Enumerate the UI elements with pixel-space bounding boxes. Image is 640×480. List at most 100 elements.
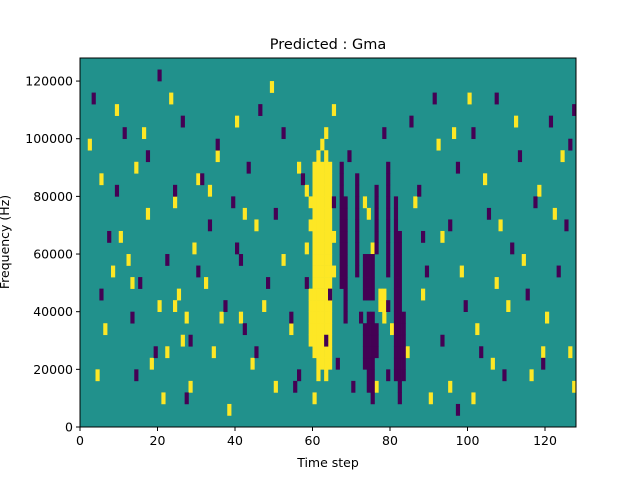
heatmap-cell-low — [362, 265, 368, 278]
heatmap-cell-low — [339, 184, 344, 197]
heatmap-cell-low — [374, 196, 379, 209]
heatmap-cell-high — [297, 161, 302, 174]
heatmap-cell-low — [138, 277, 143, 289]
heatmap-cell-low — [343, 207, 348, 220]
heatmap-cell-low — [393, 323, 399, 336]
heatmap-cell-low — [366, 357, 371, 370]
heatmap-cell-high — [320, 173, 325, 186]
heatmap-cell-high — [382, 288, 387, 301]
heatmap-cell-high — [428, 392, 433, 405]
heatmap-cell-low — [362, 346, 368, 359]
heatmap-cell-low — [343, 196, 348, 209]
heatmap-cell-low — [355, 173, 360, 186]
y-tick-label: 120000 — [25, 74, 73, 89]
heatmap-cell-low — [397, 346, 402, 359]
heatmap-cell-high — [99, 173, 104, 186]
heatmap-cell-high — [370, 242, 375, 255]
heatmap-cell-high — [328, 323, 333, 336]
heatmap-cell-low — [366, 346, 371, 359]
heatmap-cell-high — [126, 254, 131, 266]
heatmap-cell-low — [339, 207, 344, 220]
heatmap-cell-low — [343, 242, 348, 255]
heatmap-cell-high — [529, 369, 534, 382]
heatmap-cell-low — [145, 150, 151, 163]
heatmap-cell-low — [362, 254, 368, 266]
heatmap-cell-high — [490, 357, 495, 370]
heatmap-cell-high — [413, 196, 418, 209]
heatmap-cell-high — [316, 254, 321, 266]
plot-frame — [79, 57, 577, 428]
heatmap-cell-low — [188, 334, 193, 347]
heatmap-cell-high — [537, 184, 542, 197]
heatmap-cell-low — [393, 265, 399, 278]
heatmap-cell-high — [316, 357, 321, 370]
heatmap-cell-high — [173, 196, 178, 209]
heatmap-cell-low — [343, 311, 348, 324]
heatmap-cell-high — [324, 323, 329, 336]
heatmap-cell-high — [254, 219, 259, 232]
heatmap-cell-high — [320, 300, 325, 312]
heatmap-cell-low — [374, 219, 379, 232]
heatmap-cell-high — [382, 311, 387, 324]
heatmap-cell-high — [250, 357, 255, 370]
heatmap-cell-low — [366, 265, 371, 278]
heatmap-cell-low — [393, 207, 399, 220]
heatmap-cell-high — [320, 230, 325, 243]
heatmap-cell-low — [397, 334, 402, 347]
heatmap-cell-low — [362, 288, 368, 301]
heatmap-cell-low — [548, 115, 554, 128]
heatmap-cell-high — [324, 150, 329, 163]
heatmap-cell-low — [397, 357, 402, 370]
heatmap-cell-high — [196, 173, 201, 186]
heatmap-cell-low — [382, 127, 387, 140]
heatmap-cell-low — [362, 277, 368, 289]
heatmap-cell-high — [374, 380, 379, 393]
heatmap-cell-low — [568, 138, 573, 151]
heatmap-cell-high — [560, 150, 565, 163]
heatmap-cell-high — [475, 323, 480, 336]
heatmap-cell-low — [370, 346, 375, 359]
heatmap-cell-low — [386, 184, 391, 197]
heatmap-cell-high — [316, 311, 321, 324]
heatmap-cell-high — [320, 311, 325, 324]
heatmap-cell-low — [374, 207, 379, 220]
heatmap-cell-low — [370, 357, 375, 370]
heatmap-cell-low — [397, 311, 402, 324]
heatmap-cell-high — [316, 173, 321, 186]
heatmap-cell-low — [362, 357, 368, 370]
heatmap-cell-low — [355, 184, 360, 197]
heatmap-cell-low — [564, 219, 569, 232]
heatmap-cell-high — [308, 219, 313, 232]
y-tick-label: 40000 — [33, 304, 73, 319]
heatmap-cell-high — [572, 380, 577, 393]
heatmap-cell-low — [386, 173, 391, 186]
heatmap-cell-low — [347, 150, 352, 163]
y-tick-label: 100000 — [25, 131, 73, 146]
heatmap-cell-low — [397, 369, 402, 382]
heatmap-cell-low — [343, 230, 348, 243]
y-tick-label: 0 — [65, 420, 73, 435]
heatmap-cell-low — [393, 230, 399, 243]
heatmap-cell-high — [471, 392, 476, 405]
heatmap-cell-low — [494, 92, 499, 105]
heatmap-cell-low — [370, 369, 375, 382]
heatmap-cell-high — [312, 184, 317, 197]
heatmap-cell-low — [343, 277, 348, 289]
heatmap-cell-high — [320, 242, 325, 255]
heatmap-cell-high — [308, 288, 313, 301]
heatmap-cell-low — [386, 230, 391, 243]
heatmap-cell-high — [320, 138, 325, 151]
heatmap-cell-low — [165, 254, 170, 266]
heatmap-cell-high — [211, 346, 216, 359]
heatmap-cell-high — [312, 254, 317, 266]
heatmap-cell-high — [328, 254, 333, 266]
heatmap-cell-high — [382, 300, 387, 312]
heatmap-cell-high — [176, 288, 182, 301]
heatmap-cell-high — [320, 277, 325, 289]
heatmap-cell-low — [130, 311, 135, 324]
heatmap-cell-high — [494, 277, 499, 289]
heatmap-cell-low — [393, 357, 399, 370]
heatmap-cell-high — [169, 92, 174, 105]
heatmap-cell-low — [355, 207, 360, 220]
heatmap-cell-low — [324, 334, 329, 347]
